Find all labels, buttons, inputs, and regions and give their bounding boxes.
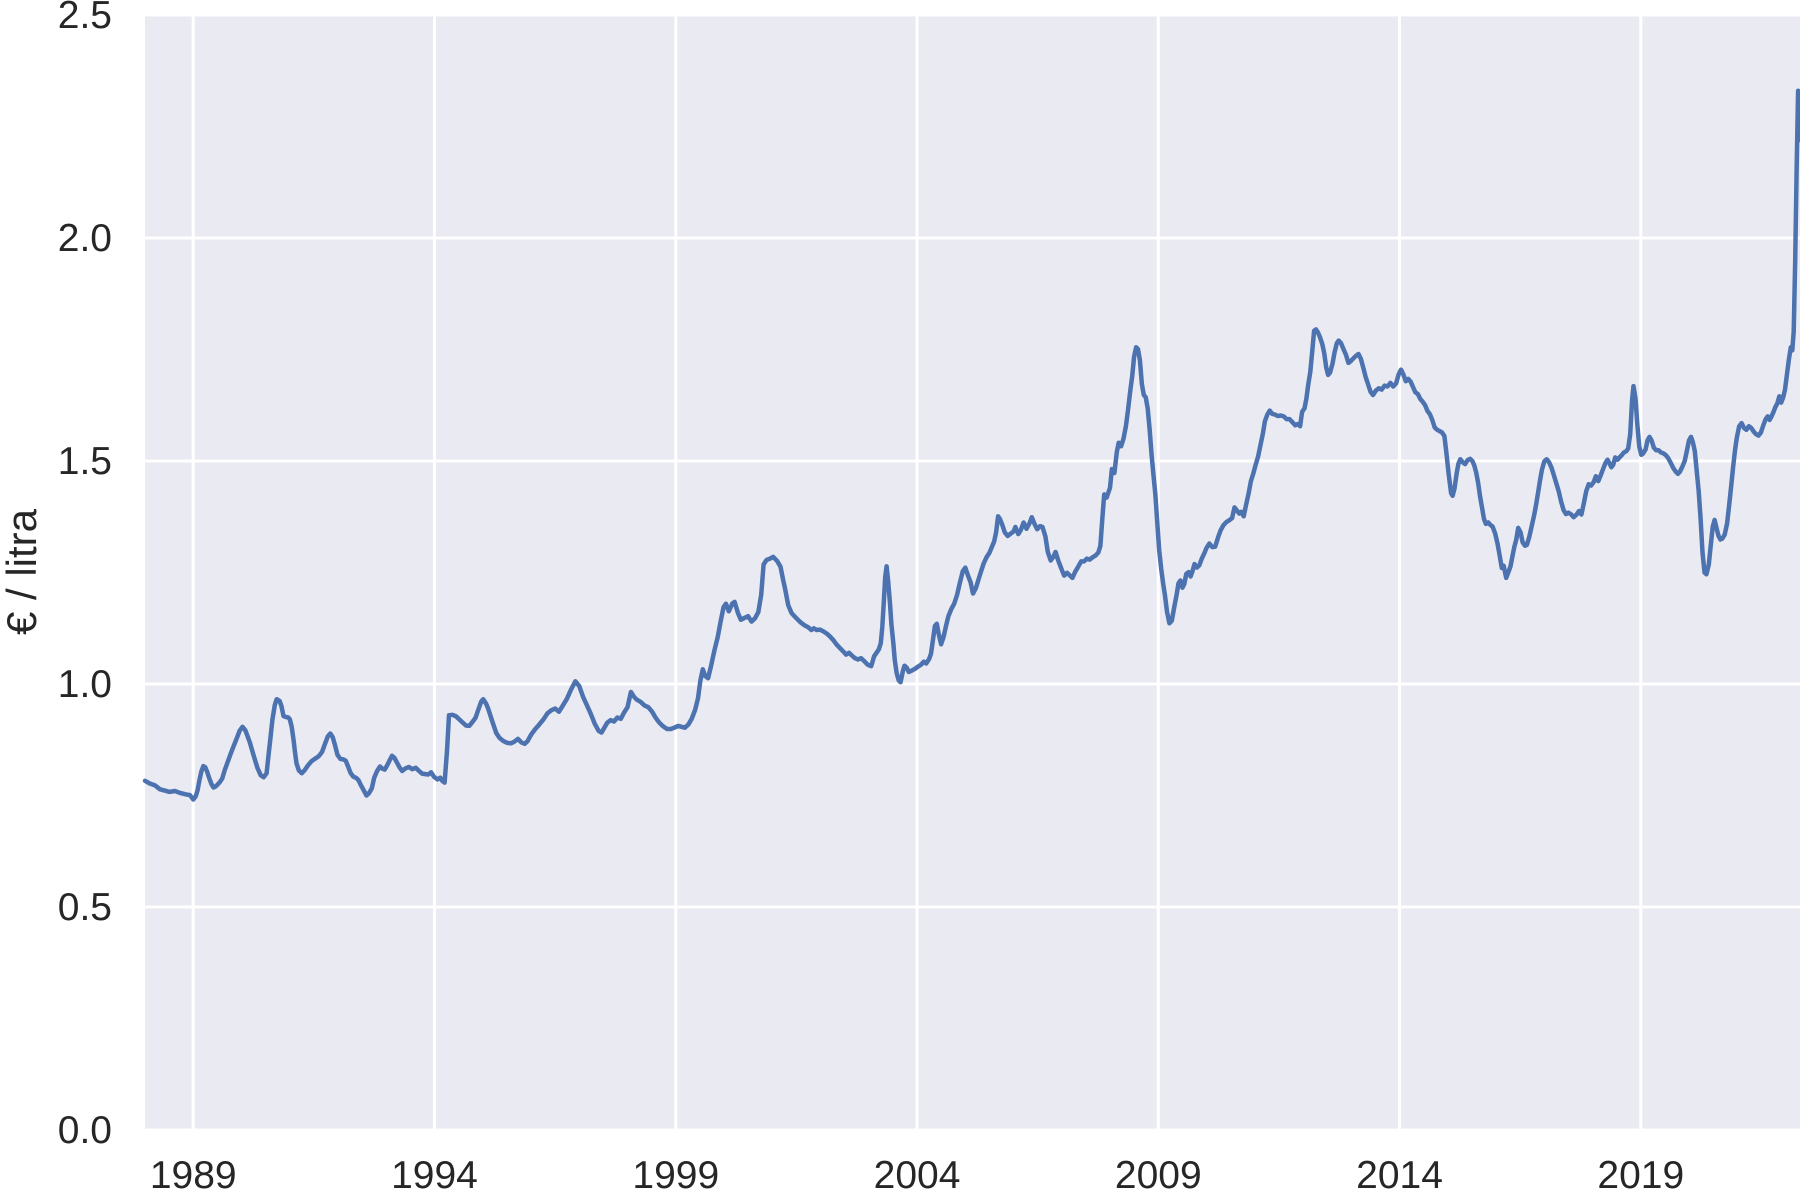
x-tick-label: 2019 [1597,1154,1684,1197]
x-tick-label: 2009 [1115,1154,1202,1197]
x-tick-label: 2014 [1356,1154,1443,1197]
price-line [142,88,1800,802]
y-tick-label: 2.0 [58,217,112,260]
x-tick-label: 1994 [391,1154,478,1197]
y-tick-label: 0.0 [58,1109,112,1152]
y-tick-label: 1.0 [58,663,112,706]
x-tick-label: 1989 [150,1154,237,1197]
y-tick-label: 2.5 [58,0,112,37]
y-tick-label: 1.5 [58,440,112,483]
y-tick-label: 0.5 [58,886,112,929]
x-tick-label: 2004 [874,1154,961,1197]
x-tick-label: 1999 [632,1154,719,1197]
y-axis-label: € / litra [0,508,45,635]
plot-layer: 0.0 0.5 1.0 1.5 2.0 2.5 1989 1994 1999 2004 2009 20… [58,0,1800,1197]
plot-area [145,15,1800,1130]
